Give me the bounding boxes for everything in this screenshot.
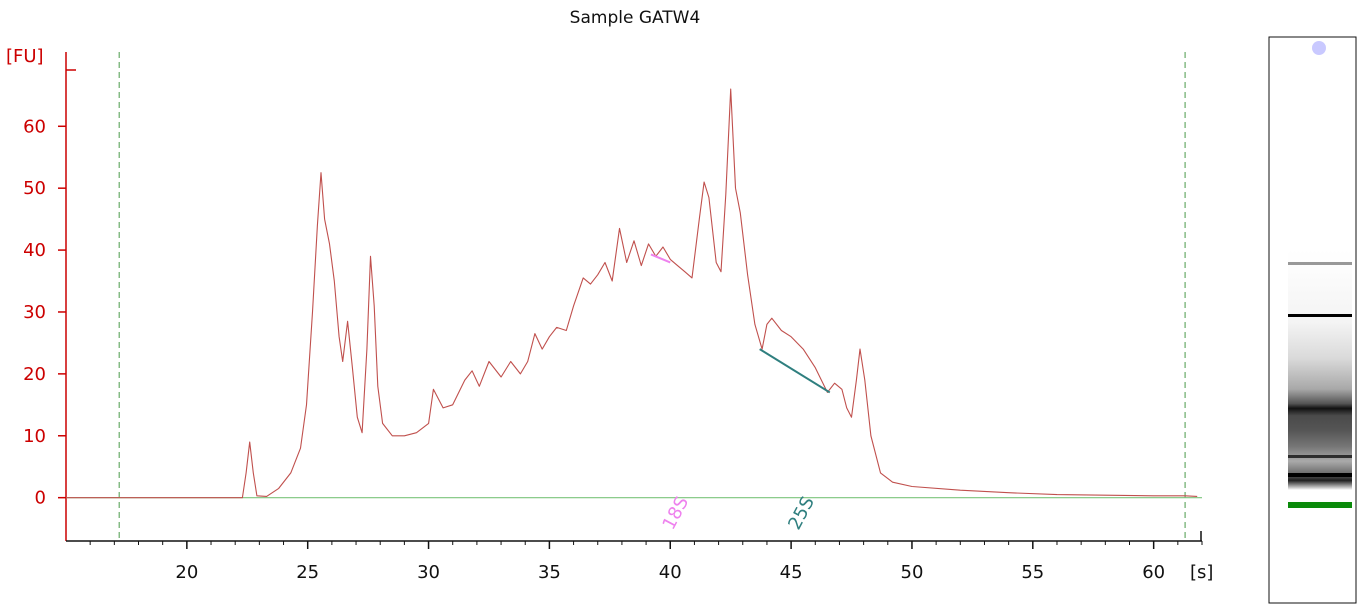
x-tick-label: 40 (659, 562, 682, 583)
y-tick-label: 0 (35, 488, 46, 509)
y-ticks: 0 10 20 30 40 50 60 (23, 116, 66, 509)
x-axis-label: [s] (1190, 562, 1213, 583)
chart-title: Sample GATW4 (570, 8, 701, 28)
x-tick-label: 20 (175, 562, 198, 583)
region-markers (118, 52, 1186, 541)
x-tick-label: 30 (417, 562, 440, 583)
gel-band-lower-2 (1288, 473, 1352, 477)
gel-band-upper (1288, 262, 1352, 265)
x-tick-label: 55 (1021, 562, 1044, 583)
gel-band-lower-1 (1288, 455, 1352, 458)
gel-band-main (1288, 314, 1352, 317)
fluorescence-trace (66, 88, 1198, 499)
x-tick-label: 60 (1142, 562, 1165, 583)
plot-area (65, 52, 1202, 542)
y-tick-label: 20 (23, 364, 46, 385)
y-tick-label: 50 (23, 178, 46, 199)
gel-marker-band (1288, 502, 1352, 508)
series-layer (66, 88, 1198, 499)
peak-annotations: 18S 25S (650, 253, 831, 533)
gel-lane (1288, 250, 1352, 490)
peak-label: 25S (784, 493, 819, 533)
y-tick-label: 30 (23, 302, 46, 323)
peak-label: 18S (659, 493, 694, 533)
x-ticks: 20 25 30 35 40 45 50 55 60 (89, 541, 1203, 583)
y-tick-label: 40 (23, 240, 46, 261)
peak-baseline-segment (759, 348, 831, 394)
x-tick-label: 50 (901, 562, 924, 583)
gel-top-spot (1312, 41, 1326, 55)
x-tick-label: 25 (296, 562, 319, 583)
x-tick-label: 35 (538, 562, 561, 583)
y-axis-label: [FU] (6, 46, 44, 67)
y-tick-label: 60 (23, 116, 46, 137)
peak-baseline-segment (650, 253, 671, 264)
y-tick-label: 10 (23, 426, 46, 447)
x-tick-label: 45 (780, 562, 803, 583)
gel-image (1268, 36, 1357, 604)
